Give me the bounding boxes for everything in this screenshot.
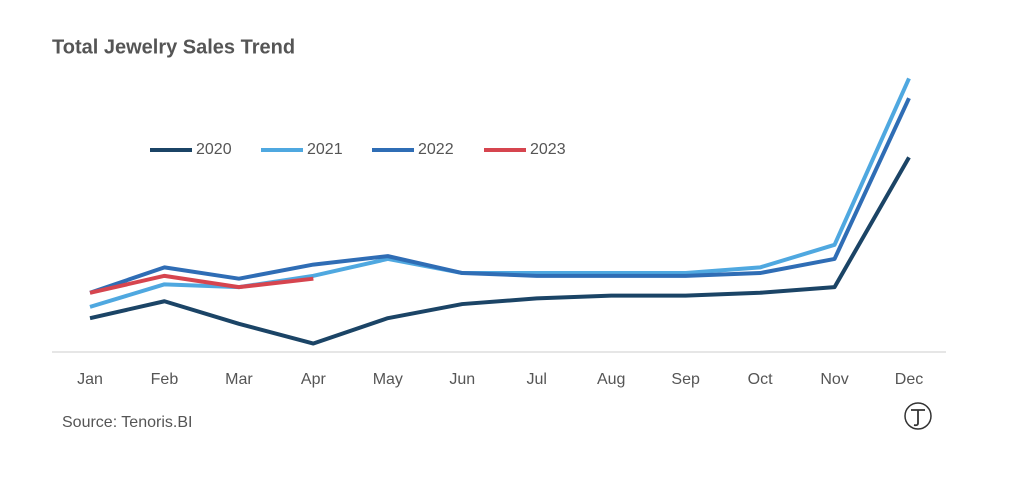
chart-title: Total Jewelry Sales Trend (52, 36, 295, 58)
x-tick-label: Jan (77, 371, 103, 388)
x-tick-label: Dec (895, 371, 923, 388)
series-line (89, 97, 911, 295)
x-tick-label: Nov (820, 371, 848, 388)
source: Source: Tenoris.BI (62, 414, 192, 431)
x-tick-label: Jun (449, 371, 475, 388)
x-tick-label: Feb (151, 371, 179, 388)
series-line (89, 273, 314, 295)
legend-label: 2023 (530, 141, 566, 158)
x-tick-label: Sep (671, 371, 700, 388)
x-tick-label: Aug (597, 371, 625, 388)
x-tick-label: Mar (225, 371, 253, 388)
logo (904, 402, 932, 430)
legend-label: 2020 (196, 141, 232, 158)
series-line (89, 156, 911, 346)
x-tick-label: Apr (301, 371, 327, 388)
legend-label: 2021 (307, 141, 343, 158)
legend-label: 2022 (418, 141, 454, 158)
x-tick-label: May (373, 371, 403, 388)
x-tick-label: Oct (748, 371, 773, 388)
x-tick-label: Jul (527, 371, 547, 388)
